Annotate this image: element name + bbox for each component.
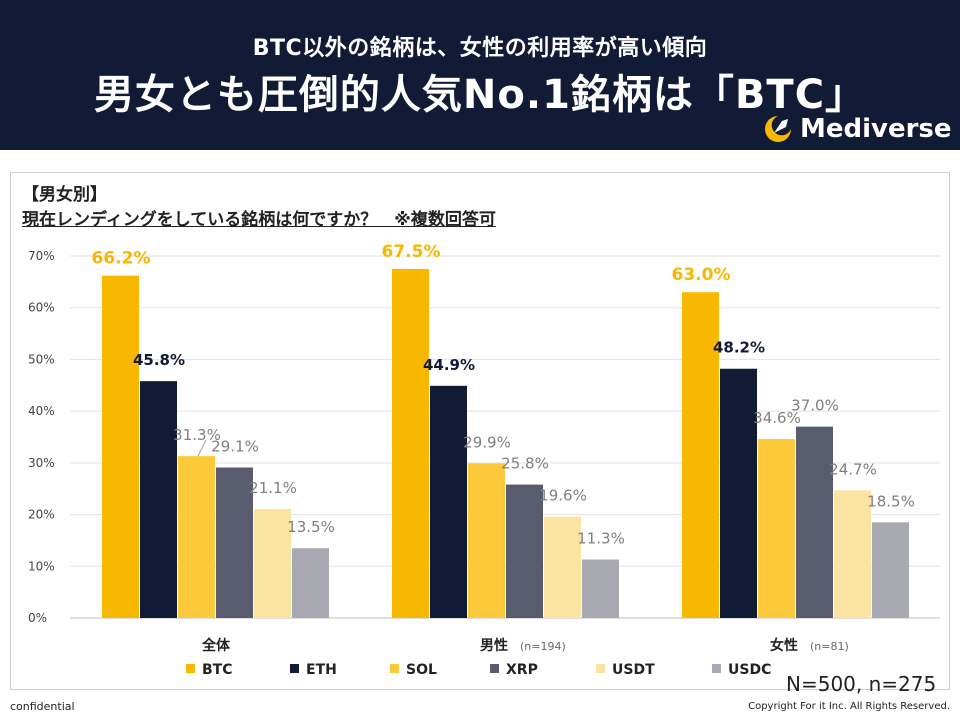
bar-xrp <box>506 484 543 618</box>
bar-usdc <box>292 548 329 618</box>
data-label: 45.8% <box>133 351 185 369</box>
bar-btc <box>682 292 719 618</box>
y-tick-label: 60% <box>28 301 55 315</box>
y-tick-label: 50% <box>28 352 55 366</box>
category-label: 女性 <box>770 637 798 654</box>
bar-usdt <box>544 516 581 618</box>
category-note: (n=194) <box>520 640 566 653</box>
legend-swatch-sol <box>390 664 399 673</box>
confidential-label: confidential <box>10 700 75 713</box>
data-label: 29.9% <box>463 433 511 451</box>
legend-swatch-xrp <box>490 664 499 673</box>
y-tick-label: 10% <box>28 559 55 573</box>
legend-label: SOL <box>406 662 437 678</box>
bar-usdt <box>254 508 291 618</box>
category-note: (n=81) <box>810 640 849 653</box>
bar-usdc <box>872 522 909 618</box>
data-label: 66.2% <box>92 249 151 269</box>
label-leader-line <box>197 439 207 457</box>
bar-usdc <box>582 559 619 618</box>
question-tag: 【男女別】 <box>22 185 107 205</box>
data-label: 29.1% <box>211 438 259 456</box>
data-label: 34.6% <box>753 409 801 427</box>
bar-usdt <box>834 490 871 618</box>
question-text: 現在レンディングをしている銘柄は何ですか？ ※複数回答可 <box>22 210 496 230</box>
page-title: 男女とも圧倒的人気No.1銘柄は「BTC」 <box>93 72 867 118</box>
legend-label: USDC <box>728 662 771 678</box>
sample-size-note: N=500, n=275 <box>786 672 937 696</box>
legend-swatch-usdc <box>712 664 721 673</box>
brand-name: Mediverse <box>800 114 952 144</box>
moon-rocket-icon <box>765 116 791 142</box>
data-label: 44.9% <box>423 356 475 374</box>
data-label: 63.0% <box>672 265 731 285</box>
header-banner: BTC以外の銘柄は、女性の利用率が高い傾向 男女とも圧倒的人気No.1銘柄は「B… <box>0 0 960 150</box>
bar-xrp <box>216 467 253 618</box>
legend-swatch-usdt <box>596 664 605 673</box>
bar-eth <box>430 385 467 618</box>
bar-eth <box>140 381 177 618</box>
data-label: 48.2% <box>713 339 765 357</box>
data-label: 11.3% <box>577 530 625 548</box>
bar-xrp <box>796 426 833 618</box>
y-tick-label: 70% <box>28 249 55 263</box>
data-label: 67.5% <box>382 242 441 262</box>
page-subtitle: BTC以外の銘柄は、女性の利用率が高い傾向 <box>252 36 708 61</box>
data-label: 24.7% <box>829 460 877 478</box>
data-label: 18.5% <box>867 492 915 510</box>
legend-label: USDT <box>612 662 655 678</box>
legend-label: ETH <box>306 662 337 678</box>
data-label: 31.3% <box>173 426 221 444</box>
data-label: 21.1% <box>249 479 297 497</box>
brand-logo: Mediverse <box>762 112 952 146</box>
category-label: 全体 <box>201 637 231 654</box>
data-label: 25.8% <box>501 455 549 473</box>
bar-eth <box>720 368 757 618</box>
y-tick-label: 0% <box>28 611 47 625</box>
data-label: 13.5% <box>287 518 335 536</box>
legend-swatch-btc <box>186 664 195 673</box>
data-label: 19.6% <box>539 487 587 505</box>
category-label: 男性 <box>480 637 508 654</box>
bar-sol <box>758 439 795 618</box>
legend-label: XRP <box>506 662 538 678</box>
legend-swatch-eth <box>290 664 299 673</box>
legend-label: BTC <box>202 662 233 678</box>
bar-btc <box>102 275 139 618</box>
y-tick-label: 40% <box>28 404 55 418</box>
bar-sol <box>468 463 505 618</box>
y-tick-label: 20% <box>28 508 55 522</box>
y-tick-label: 30% <box>28 456 55 470</box>
data-label: 37.0% <box>791 397 839 415</box>
bar-btc <box>392 268 429 618</box>
copyright-text: Copyright For it Inc. All Rights Reserve… <box>748 701 950 712</box>
bar-sol <box>178 456 215 618</box>
